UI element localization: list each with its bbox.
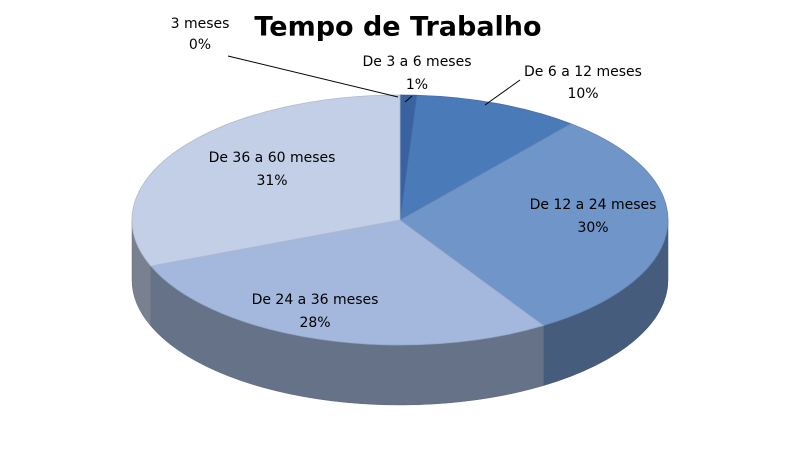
labels: 3 meses 0% De 3 a 6 meses 1% De 6 a 12 meses… [170,16,657,331]
category-label: 3 meses [170,16,230,32]
value-label: 31% [256,173,287,189]
value-label: 10% [567,86,598,102]
category-label: De 12 a 24 meses [530,197,657,213]
slice-label: 3 meses 0% [170,16,230,53]
leader-line [484,79,521,106]
category-label: De 3 a 6 meses [362,54,471,70]
value-label: 1% [406,77,428,93]
category-label: De 36 a 60 meses [209,150,336,166]
slice [399,123,669,326]
pie-tops [131,94,669,346]
leader-line [404,95,413,103]
slice [150,219,545,346]
value-label: 28% [299,315,330,331]
slice [131,94,401,267]
category-label: De 24 a 36 meses [252,292,379,308]
value-label: 30% [577,220,608,236]
slice [399,94,572,221]
leader-line [227,55,399,98]
chart-title: Tempo de Trabalho [254,12,541,43]
category-label: De 6 a 12 meses [524,64,642,80]
value-label: 0% [188,37,212,53]
